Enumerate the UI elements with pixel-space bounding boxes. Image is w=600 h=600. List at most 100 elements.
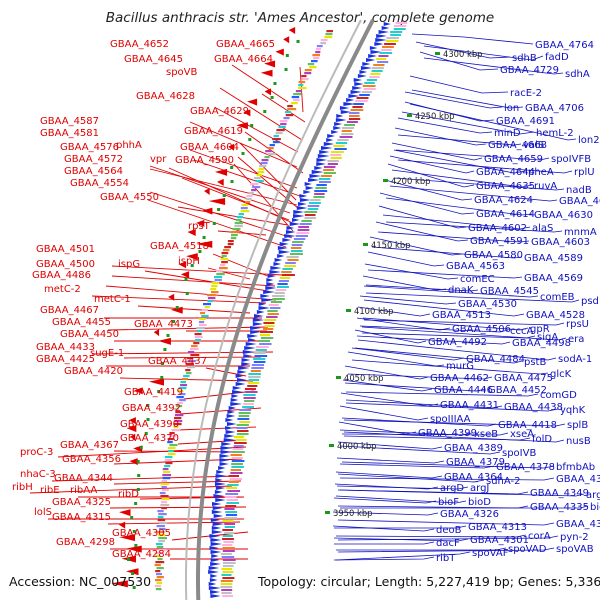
left-gene-labels: GBAA_4652 GBAA_4665 GBAA_4645 GBAA_4664 spoV… [12, 39, 275, 560]
gene-label: xseA [510, 429, 534, 440]
gene-label: GBAA_4344 [54, 473, 113, 484]
gene-label: GBAA_4473 [134, 319, 193, 330]
forward-gene-mark [378, 30, 390, 34]
feature-band [173, 426, 179, 429]
feature-band [220, 580, 233, 582]
feature-band [237, 418, 250, 420]
gene-label: GBAA_4284 [112, 549, 171, 560]
forward-gene-mark [243, 354, 253, 358]
feature-band [225, 505, 237, 507]
forward-gene-mark [282, 238, 292, 242]
reverse-gene-mark [228, 143, 235, 151]
feature-band [320, 175, 332, 177]
feature-band [251, 364, 265, 366]
feature-band [265, 150, 272, 153]
feature-band [269, 144, 275, 147]
reverse-gene-mark [214, 168, 228, 176]
leader-line [347, 373, 493, 380]
scale-tick [325, 511, 330, 514]
gene-label: ribH [12, 482, 33, 493]
gene-label: bioD [468, 497, 491, 508]
scale-label: 4300 kbp [443, 49, 482, 59]
forward-gene-mark [265, 286, 277, 290]
scale-tick [363, 243, 368, 246]
gene-label: GBAA_4545 [480, 286, 539, 297]
feature-band [259, 165, 267, 168]
leader-line [91, 295, 267, 304]
reverse-gene-mark [168, 293, 175, 301]
forward-gene-mark [293, 210, 305, 214]
feature-band [225, 511, 238, 513]
gene-label: GBAA_4325 [52, 497, 111, 508]
leader-line [231, 64, 289, 103]
forward-gene-mark [340, 110, 352, 114]
feature-band [236, 427, 248, 429]
forward-gene-mark [375, 38, 387, 42]
feature-band [221, 592, 232, 594]
forward-gene-mark [241, 362, 251, 366]
feature-band [267, 153, 276, 156]
forward-gene-mark [219, 462, 229, 466]
gene-label: GBAA_4635 [476, 181, 535, 192]
gene-label: sdhA-2 [486, 476, 521, 487]
feature-band [289, 253, 303, 255]
feature-band [168, 450, 174, 453]
feature-band [304, 211, 318, 213]
feature-band [179, 399, 186, 402]
gc-mark [157, 390, 161, 393]
feature-band [248, 376, 261, 378]
gene-label: ribAA [70, 485, 97, 496]
feature-band [174, 414, 184, 417]
feature-band [299, 223, 312, 225]
feature-band [169, 444, 178, 447]
feature-band [218, 267, 228, 270]
reverse-gene-mark [126, 425, 137, 433]
feature-band [330, 157, 342, 159]
leader-line [339, 445, 501, 455]
gc-mark [212, 222, 216, 225]
feature-band [157, 516, 164, 519]
feature-band [234, 225, 243, 228]
leader-line [299, 66, 304, 113]
leader-line [393, 177, 565, 191]
forward-gene-mark [270, 266, 282, 270]
leader-line [107, 326, 269, 331]
feature-band [219, 264, 226, 267]
leader-line [341, 417, 497, 427]
gene-label: argF [586, 490, 600, 501]
feature-band [221, 252, 229, 255]
feature-band [230, 469, 242, 471]
forward-gene-mark [225, 418, 234, 422]
feature-band [264, 319, 277, 321]
forward-gene-mark [314, 166, 323, 170]
gc-mark [160, 376, 164, 379]
gene-label: GBAA_4366 [556, 474, 600, 485]
leader-line [415, 41, 511, 59]
gc-mark [163, 348, 167, 351]
gene-label: GBAA_4590 [175, 155, 234, 166]
leader-line [363, 299, 525, 317]
gene-label: GBAA_4587 [40, 116, 99, 127]
feature-band [252, 186, 261, 189]
gene-label: era [568, 334, 584, 345]
feature-band [158, 528, 166, 531]
gc-mark [284, 68, 288, 71]
feature-band [228, 475, 240, 477]
feature-band [320, 39, 328, 42]
scale-labels: 4300 kbp 4250 kbp 4200 kbp 4150 kbp 4100 kbp… [325, 49, 482, 518]
gene-label: dnaK [448, 285, 474, 296]
feature-band [255, 180, 264, 183]
reverse-gene-mark [243, 109, 251, 117]
gene-label: racE-2 [510, 88, 542, 99]
scale-tick [329, 444, 334, 447]
leader-line [334, 483, 439, 490]
feature-band [232, 228, 241, 231]
gene-label: GBAA_4640 [559, 196, 600, 207]
gc-mark [285, 54, 289, 57]
feature-band [315, 51, 321, 54]
forward-gene-mark [211, 554, 219, 558]
feature-band [390, 31, 403, 33]
feature-band [268, 304, 279, 306]
feature-band [246, 195, 253, 198]
forward-gene-mark [334, 122, 343, 126]
